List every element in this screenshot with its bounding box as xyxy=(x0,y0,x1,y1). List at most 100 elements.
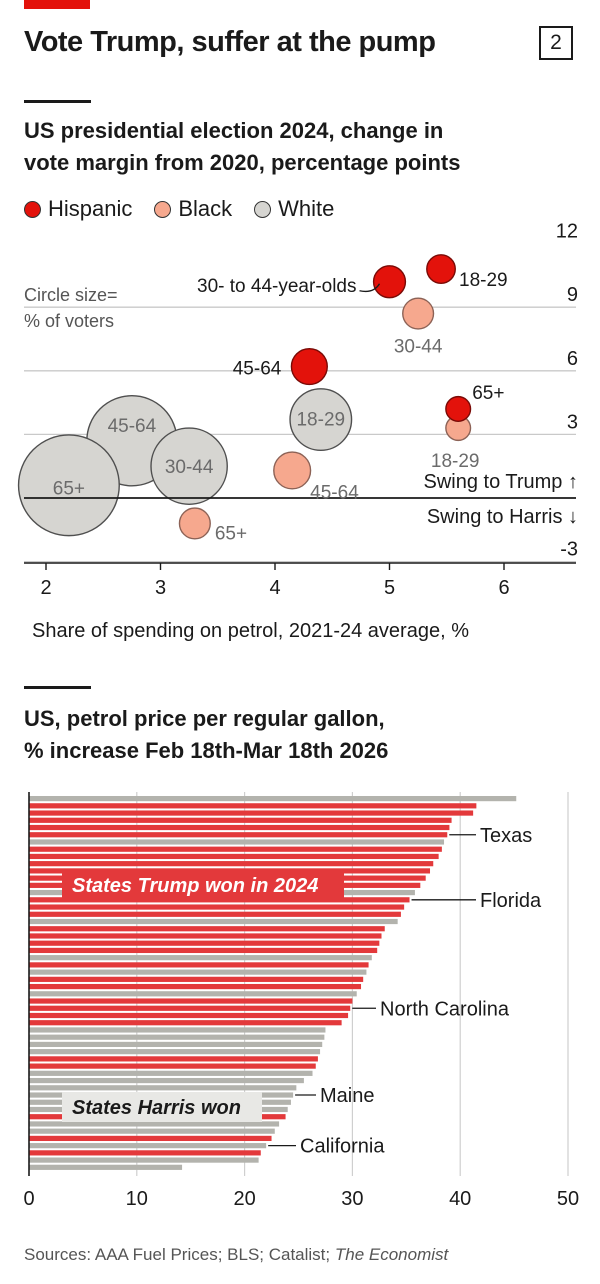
bar-trump-state xyxy=(29,853,439,860)
bar-trump-state xyxy=(29,998,353,1004)
bar-trump-state xyxy=(29,1020,342,1026)
bar-trump-state xyxy=(29,1063,316,1069)
y-tick-label: 3 xyxy=(567,411,578,433)
bar-trump-state xyxy=(29,824,450,831)
bar-chart: 0 10 20 30 40 50 Texas Florida North Carolina Mai… xyxy=(23,792,579,1210)
point-hispanic-30-to-44-year-olds xyxy=(372,265,407,299)
bar-harris-state xyxy=(29,1041,323,1048)
group-label-bg-harris xyxy=(62,1092,262,1122)
swing-trump-label: Swing to Trump ↑ xyxy=(423,471,578,493)
x-tick-label: 30 xyxy=(341,1188,363,1210)
legend-swatch-white xyxy=(254,200,272,218)
bar-harris-state xyxy=(29,1143,267,1149)
label-white-18-29: 18-29 xyxy=(296,410,345,431)
bar-title-line-2: % increase Feb 18th-Mar 18th 2026 xyxy=(24,738,389,763)
bar-harris-state xyxy=(29,1070,313,1076)
size-note-line-2: % of voters xyxy=(24,311,114,331)
legend-item-hispanic: Hispanic xyxy=(24,196,132,222)
y-tick-label: 12 xyxy=(556,221,578,243)
bar-harris-state xyxy=(29,1157,259,1163)
bar-harris-state xyxy=(29,1121,280,1127)
point-white-18-29 xyxy=(289,388,353,452)
bar-harris-state xyxy=(29,955,372,961)
x-tick-label: 40 xyxy=(449,1188,471,1210)
source-text: Sources: AAA Fuel Prices; BLS; Catalist; xyxy=(24,1245,335,1264)
legend-item-white: White xyxy=(254,196,334,222)
section-rule-2 xyxy=(24,686,91,689)
legend-label-black: Black xyxy=(178,196,233,221)
section-rule-1 xyxy=(24,100,91,103)
label-black-18-29: 18-29 xyxy=(431,451,480,472)
label-white-45-64: 45-64 xyxy=(108,416,157,437)
bar-trump-state xyxy=(29,926,385,932)
source-italic: The Economist xyxy=(334,1245,449,1264)
legend-label-white: White xyxy=(278,196,335,221)
x-tick-label: 6 xyxy=(498,577,509,599)
point-white-30-44 xyxy=(150,427,228,506)
legend-item-black: Black xyxy=(154,196,232,222)
label-hispanic-45-64: 45-64 xyxy=(233,359,282,380)
bar-harris-state xyxy=(29,991,357,997)
bar-trump-state xyxy=(29,1150,261,1156)
scatter-chart: 12 9 6 3 -3 Circle size= % of voters 2 3 4 5 6 Share… xyxy=(17,221,578,642)
x-axis-title: Share of spending on petrol, 2021-24 ave… xyxy=(32,620,469,642)
label-hispanic-18-29: 18-29 xyxy=(459,270,508,291)
bar-title-line-1: US, petrol price per regular gallon, xyxy=(24,706,385,731)
x-tick-label: 20 xyxy=(233,1188,255,1210)
group-label-harris: States Harris won xyxy=(72,1097,241,1119)
x-tick-label: 50 xyxy=(557,1188,579,1210)
bar-harris-state xyxy=(29,839,445,845)
bar-trump-state xyxy=(29,983,362,990)
point-black-65- xyxy=(178,507,211,540)
brand-red-bar xyxy=(24,0,90,9)
point-black-30-44 xyxy=(402,297,435,330)
legend-swatch-black xyxy=(154,200,172,218)
group-label-bg-trump xyxy=(62,870,344,900)
bar-trump-state xyxy=(29,933,382,939)
point-hispanic-65- xyxy=(445,395,472,422)
x-tick-label: 4 xyxy=(269,577,280,599)
label-black-30-44: 30-44 xyxy=(394,337,443,358)
point-white-65- xyxy=(17,434,120,537)
x-tick-label: 5 xyxy=(384,577,395,599)
point-hispanic-45-64 xyxy=(290,347,328,386)
group-label-trump: States Trump won in 2024 xyxy=(72,875,318,897)
bar-trump-state xyxy=(29,803,477,809)
callout-label-north-carolina: North Carolina xyxy=(380,998,510,1020)
leader-hispanic-30-44 xyxy=(359,283,381,293)
point-black-45-64 xyxy=(273,451,312,490)
chart-title: Vote Trump, suffer at the pump xyxy=(24,26,436,58)
callout-label-maine: Maine xyxy=(320,1085,374,1107)
bar-harris-state xyxy=(29,796,517,802)
scatter-title-line-2: vote margin from 2020, percentage points xyxy=(24,150,461,175)
bar-trump-state xyxy=(29,832,448,838)
scatter-title-line-1: US presidential election 2024, change in xyxy=(24,118,444,143)
bar-trump-state xyxy=(29,1135,272,1142)
chart-number-badge: 2 xyxy=(539,26,573,60)
y-tick-label: 6 xyxy=(567,348,578,370)
bar-trump-state xyxy=(29,962,369,968)
callout-label-texas: Texas xyxy=(480,825,532,847)
point-hispanic-18-29 xyxy=(426,254,456,284)
label-white-65plus: 65+ xyxy=(53,478,85,499)
bar-trump-state xyxy=(29,976,364,982)
swing-harris-label: Swing to Harris ↓ xyxy=(427,506,578,528)
bar-trump-state xyxy=(29,940,380,946)
x-tick-label: 3 xyxy=(155,577,166,599)
bar-trump-state xyxy=(29,1005,351,1011)
legend-swatch-hispanic xyxy=(24,200,41,218)
bar-harris-state xyxy=(29,1085,297,1091)
scatter-legend: Hispanic Black White xyxy=(24,196,356,222)
label-hispanic-65plus: 65+ xyxy=(472,383,504,404)
bar-trump-state xyxy=(29,911,401,917)
bar-harris-state xyxy=(29,1034,325,1040)
callout-label-california: California xyxy=(300,1136,385,1158)
bar-harris-state xyxy=(29,1027,326,1033)
x-tick-label: 0 xyxy=(23,1188,34,1210)
size-note-line-1: Circle size= xyxy=(24,285,118,305)
bar-harris-state xyxy=(29,1128,275,1134)
x-tick-label: 10 xyxy=(126,1188,148,1210)
bar-harris-state xyxy=(29,918,398,925)
y-tick-label: -3 xyxy=(560,539,578,561)
legend-label-hispanic: Hispanic xyxy=(48,196,133,221)
